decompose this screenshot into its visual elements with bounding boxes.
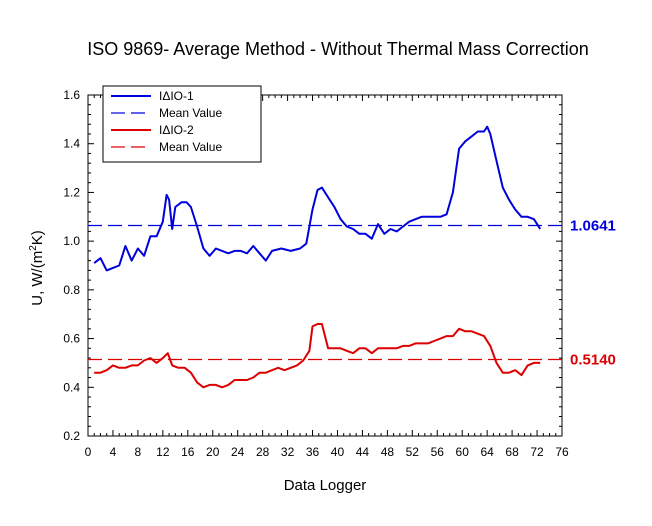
y-tick-label: 1.0 bbox=[63, 234, 80, 248]
series-line-0 bbox=[93, 125, 542, 272]
series-layer bbox=[88, 125, 562, 389]
x-tick-label: 0 bbox=[85, 445, 92, 459]
y-axis-label: U, W/(m2K) bbox=[28, 230, 46, 306]
y-tick-label: 0.8 bbox=[63, 283, 80, 297]
legend: IΔIO-1 Mean Value IΔIO-2 Mean Value bbox=[102, 85, 262, 163]
x-tick-label: 68 bbox=[505, 445, 519, 459]
y-tick-label: 0.4 bbox=[63, 380, 80, 394]
mean-value-label: 0.5140 bbox=[570, 352, 616, 369]
series-line-1 bbox=[94, 323, 541, 389]
y-axis-label-sup: 2 bbox=[28, 245, 39, 251]
x-tick-label: 36 bbox=[306, 445, 320, 459]
x-tick-label: 28 bbox=[256, 445, 270, 459]
y-axis-label-tail: K) bbox=[29, 230, 46, 245]
x-tick-label: 44 bbox=[356, 445, 370, 459]
x-tick-label: 76 bbox=[555, 445, 569, 459]
x-tick-label: 64 bbox=[480, 445, 494, 459]
y-axis-label-main: U, W/(m bbox=[29, 251, 46, 306]
x-tick-label: 24 bbox=[231, 445, 245, 459]
x-tick-label: 60 bbox=[456, 445, 470, 459]
y-tick-label: 0.2 bbox=[63, 429, 80, 443]
mean-value-label: 1.0641 bbox=[570, 218, 616, 235]
x-tick-label: 72 bbox=[530, 445, 544, 459]
mean-labels: 1.0641 0.5140 bbox=[570, 218, 616, 369]
y-tick-label: 1.4 bbox=[63, 137, 80, 151]
x-tick-label: 16 bbox=[181, 445, 195, 459]
x-tick-label: 12 bbox=[156, 445, 170, 459]
y-tick-label: 1.6 bbox=[63, 88, 80, 102]
legend-label: IΔIO-2 bbox=[159, 123, 194, 137]
x-tick-label: 20 bbox=[206, 445, 220, 459]
x-tick-label: 32 bbox=[281, 445, 295, 459]
x-tick-label: 40 bbox=[331, 445, 345, 459]
axis-ticks: 0 4 8 12 16 20 24 28 32 36 40 44 48 52 56 60 64 68 72 760.2… bbox=[63, 88, 569, 459]
x-tick-label: 4 bbox=[110, 445, 117, 459]
legend-box bbox=[102, 85, 262, 163]
legend-label: IΔIO-1 bbox=[159, 89, 194, 103]
y-tick-label: 1.2 bbox=[63, 185, 80, 199]
x-axis-label: Data Logger bbox=[284, 477, 367, 494]
x-tick-label: 48 bbox=[381, 445, 395, 459]
chart-title: ISO 9869- Average Method - Without Therm… bbox=[87, 39, 589, 59]
legend-label: Mean Value bbox=[159, 106, 222, 120]
y-tick-label: 0.6 bbox=[63, 332, 80, 346]
x-tick-label: 56 bbox=[431, 445, 445, 459]
legend-label: Mean Value bbox=[159, 140, 222, 154]
x-tick-label: 8 bbox=[135, 445, 142, 459]
x-tick-label: 52 bbox=[406, 445, 420, 459]
